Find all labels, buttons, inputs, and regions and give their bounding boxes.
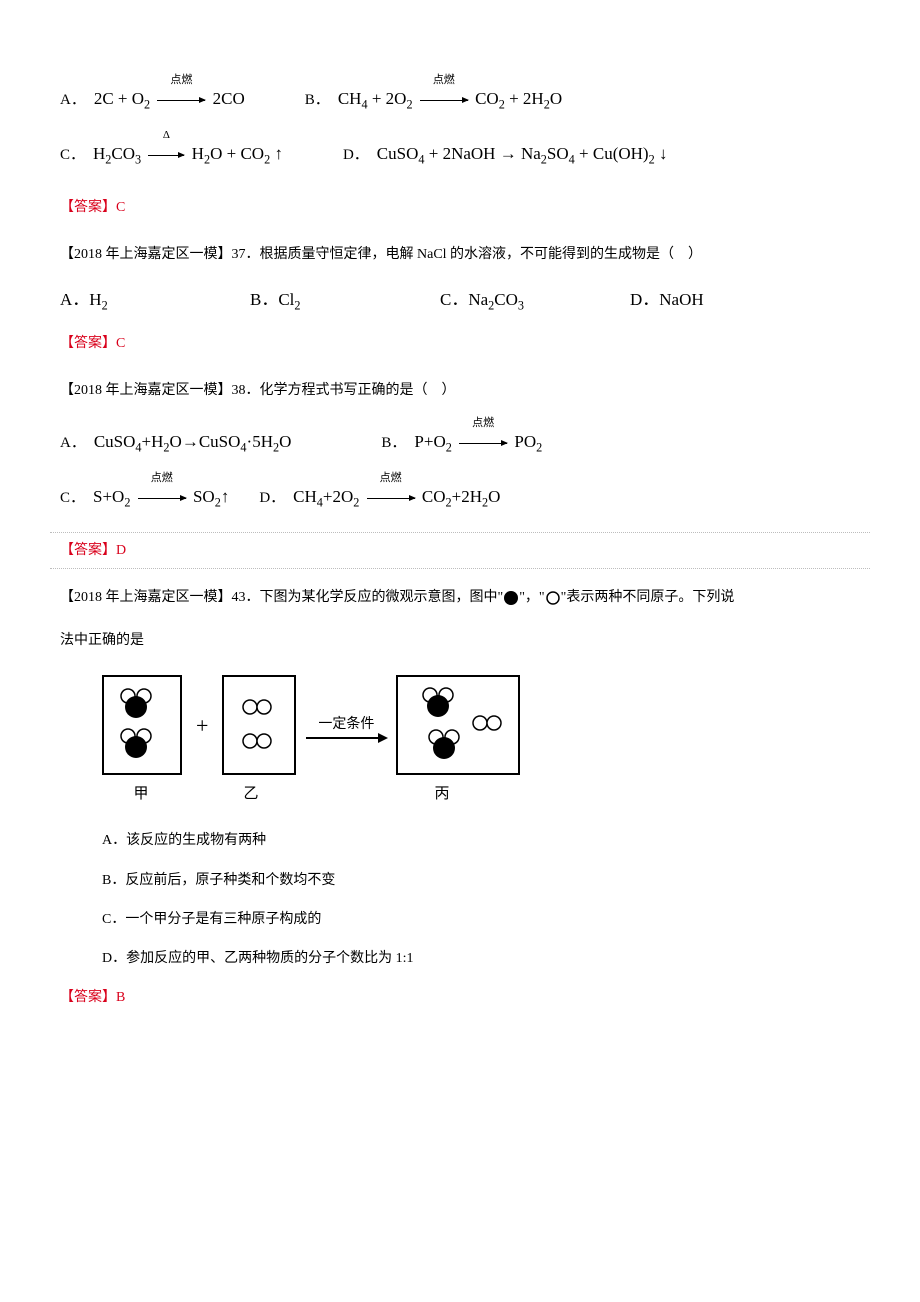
q38-prompt: 【2018 年上海嘉定区一模】38．化学方程式书写正确的是（ ） bbox=[60, 378, 860, 403]
q43-diagram-labels: 甲 乙 丙 bbox=[102, 781, 860, 808]
box-bing bbox=[396, 675, 520, 775]
q1-row-ab: A． 2C + O2 点燃 2CO B． CH4 + 2O2 点燃 CO2 + … bbox=[60, 84, 860, 115]
q43-prompt: 【2018 年上海嘉定区一模】43．下图为某化学反应的微观示意图，图中""，""… bbox=[60, 585, 860, 610]
formula: CH4 + 2O2 点燃 CO2 + 2H2O bbox=[338, 84, 562, 115]
q43-prompt-2: 法中正确的是 bbox=[60, 628, 860, 653]
q37-answer: 【答案】C bbox=[60, 331, 860, 356]
label-yi: 乙 bbox=[216, 781, 286, 808]
q38-opt-b: B． P+O2 点燃 PO2 bbox=[381, 427, 542, 458]
formula: CuSO4+H2O→CuSO4·5H2O bbox=[94, 427, 292, 458]
q1-option-c: C． H2CO3 Δ H2O + CO2 ↑ bbox=[60, 139, 283, 170]
opt-label: D． bbox=[259, 485, 285, 512]
reaction-arrow: Δ bbox=[148, 155, 184, 156]
opt-label: B． bbox=[381, 430, 406, 457]
q38-opt-d: D． CH4+2O2 点燃 CO2+2H2O bbox=[259, 482, 500, 513]
box-yi bbox=[222, 675, 296, 775]
q43-diagram: + 一定条件 bbox=[102, 675, 860, 775]
q1-row-cd: C． H2CO3 Δ H2O + CO2 ↑ D． CuSO4 + 2NaOH … bbox=[60, 139, 860, 170]
opt-label: C． bbox=[60, 142, 85, 169]
q37-opt-b: B．Cl2 bbox=[250, 285, 440, 316]
reaction-arrow: 点燃 bbox=[420, 100, 468, 101]
label-bing: 丙 bbox=[382, 781, 502, 808]
formula: H2CO3 Δ H2O + CO2 ↑ bbox=[93, 139, 283, 170]
reaction-arrow: 点燃 bbox=[138, 498, 186, 499]
q43-answer: 【答案】B bbox=[60, 985, 860, 1010]
formula: CH4+2O2 点燃 CO2+2H2O bbox=[293, 482, 500, 513]
q37-opt-c: C．Na2CO3 bbox=[440, 285, 630, 316]
q37-opt-d: D．NaOH bbox=[630, 285, 704, 316]
formula: CuSO4 + 2NaOH → Na2SO4 + Cu(OH)2 ↓ bbox=[377, 139, 668, 170]
q43-opt-b: B．反应前后，原子种类和个数均不变 bbox=[102, 868, 860, 893]
opt-label: A． bbox=[60, 430, 86, 457]
q1-option-a: A． 2C + O2 点燃 2CO bbox=[60, 84, 245, 115]
molecule-bing-icon bbox=[408, 685, 508, 765]
reaction-arrow: 点燃 bbox=[367, 498, 415, 499]
formula: 2C + O2 点燃 2CO bbox=[94, 84, 245, 115]
opt-label: B． bbox=[305, 87, 330, 114]
plus-icon: + bbox=[196, 706, 208, 746]
q38-opt-a: A． CuSO4+H2O→CuSO4·5H2O bbox=[60, 427, 291, 458]
q1-answer: 【答案】C bbox=[60, 195, 860, 220]
label-jia: 甲 bbox=[102, 781, 180, 808]
q38-answer: 【答案】D bbox=[60, 538, 860, 563]
q1-option-d: D． CuSO4 + 2NaOH → Na2SO4 + Cu(OH)2 ↓ bbox=[343, 139, 668, 170]
q37-prompt: 【2018 年上海嘉定区一模】37．根据质量守恒定律，电解 NaCl 的水溶液，… bbox=[60, 242, 860, 267]
molecule-yi-icon bbox=[234, 685, 284, 765]
reaction-arrow: 点燃 bbox=[459, 443, 507, 444]
q37-options: A．H2 B．Cl2 C．Na2CO3 D．NaOH bbox=[60, 285, 860, 316]
opt-label: D． bbox=[343, 142, 369, 169]
condition-arrow: 一定条件 bbox=[306, 712, 386, 739]
q38-opt-c: C． S+O2 点燃 SO2↑ bbox=[60, 482, 229, 513]
black-atom-icon bbox=[503, 590, 519, 606]
q38-row-cd: C． S+O2 点燃 SO2↑ D． CH4+2O2 点燃 CO2+2H2O bbox=[60, 482, 860, 513]
formula: P+O2 点燃 PO2 bbox=[414, 427, 542, 458]
q43-opt-d: D．参加反应的甲、乙两种物质的分子个数比为 1:1 bbox=[102, 946, 860, 971]
q38-row-ab: A． CuSO4+H2O→CuSO4·5H2O B． P+O2 点燃 PO2 bbox=[60, 427, 860, 458]
formula: S+O2 点燃 SO2↑ bbox=[93, 482, 229, 513]
q43-opt-c: C．一个甲分子是有三种原子构成的 bbox=[102, 907, 860, 932]
opt-label: C． bbox=[60, 485, 85, 512]
q43-opt-a: A．该反应的生成物有两种 bbox=[102, 828, 860, 853]
box-jia bbox=[102, 675, 182, 775]
reaction-arrow: 点燃 bbox=[157, 100, 205, 101]
condition-label: 一定条件 bbox=[318, 712, 374, 737]
white-atom-icon bbox=[545, 590, 561, 606]
q37-opt-a: A．H2 bbox=[60, 285, 250, 316]
q1-option-b: B． CH4 + 2O2 点燃 CO2 + 2H2O bbox=[305, 84, 562, 115]
molecule-jia-icon bbox=[114, 685, 170, 765]
opt-label: A． bbox=[60, 87, 86, 114]
